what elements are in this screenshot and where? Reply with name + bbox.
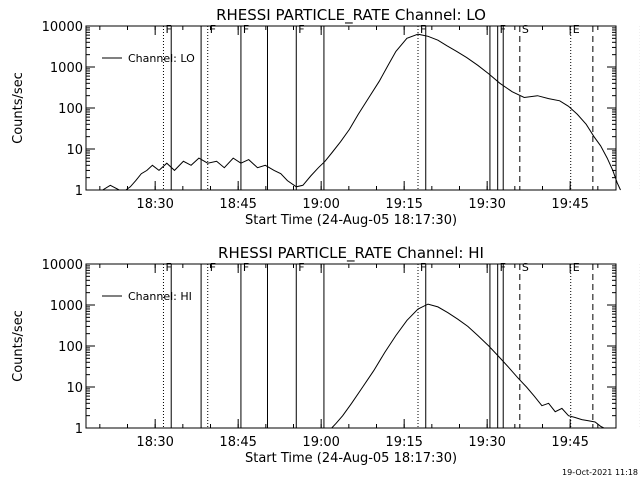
time-marker-flag: S bbox=[522, 23, 529, 36]
plot-frame bbox=[85, 25, 617, 191]
y-tick-label: 1 bbox=[75, 422, 83, 437]
time-marker-flag: F bbox=[298, 261, 304, 274]
y-tick-label: 100 bbox=[58, 102, 83, 117]
chart-title: RHESSI PARTICLE_RATE Channel: LO bbox=[216, 6, 486, 25]
x-tick-label: 19:30 bbox=[468, 197, 505, 212]
x-tick-label: 19:00 bbox=[302, 435, 339, 450]
x-tick-label: 18:30 bbox=[136, 435, 173, 450]
time-marker-flag: F bbox=[210, 23, 216, 36]
x-tick-label: 19:45 bbox=[551, 435, 588, 450]
x-tick-label: 19:00 bbox=[302, 197, 339, 212]
x-tick-label: 18:45 bbox=[219, 197, 256, 212]
legend-label: Channel: LO bbox=[128, 52, 195, 65]
legend-label: Channel: HI bbox=[128, 290, 192, 303]
chart-panel-2: RHESSI PARTICLE_RATE Channel: HI Counts/s… bbox=[11, 244, 640, 466]
y-tick-label: 10000 bbox=[42, 20, 83, 35]
y-tick-label: 10000 bbox=[42, 258, 83, 273]
time-marker-flag: E bbox=[573, 261, 580, 274]
x-tick-label: 19:30 bbox=[468, 435, 505, 450]
chart-panel-1: RHESSI PARTICLE_RATE Channel: LO Counts/s… bbox=[11, 6, 640, 228]
x-axis-label: Start Time (24-Aug-05 18:17:30) bbox=[245, 213, 457, 228]
x-tick-label: 18:30 bbox=[136, 197, 173, 212]
x-tick-label: 18:45 bbox=[219, 435, 256, 450]
time-marker-flag: F bbox=[420, 261, 426, 274]
footer-timestamp: 19-Oct-2021 11:18 bbox=[562, 468, 638, 477]
time-marker-flag: F bbox=[210, 261, 216, 274]
x-axis-label: Start Time (24-Aug-05 18:17:30) bbox=[245, 451, 457, 466]
time-marker-flag: F bbox=[243, 23, 249, 36]
x-tick-label: 19:15 bbox=[385, 435, 422, 450]
time-marker-flag: E bbox=[573, 23, 580, 36]
y-tick-label: 100 bbox=[58, 340, 83, 355]
y-tick-label: 10 bbox=[66, 381, 83, 396]
y-tick-label: 1000 bbox=[50, 61, 83, 76]
series-line-1 bbox=[331, 303, 605, 429]
series-line-1 bbox=[86, 33, 621, 191]
chart-title: RHESSI PARTICLE_RATE Channel: HI bbox=[218, 244, 484, 263]
y-tick-label: 1000 bbox=[50, 299, 83, 314]
time-marker-flag: F bbox=[165, 261, 171, 274]
time-marker-flag: F bbox=[298, 23, 304, 36]
time-marker-flag: F bbox=[420, 23, 426, 36]
y-tick-label: 10 bbox=[66, 143, 83, 158]
time-marker-flag: F bbox=[243, 261, 249, 274]
x-tick-label: 19:45 bbox=[551, 197, 588, 212]
y-axis-label: Counts/sec bbox=[11, 72, 26, 144]
y-tick-label: 1 bbox=[75, 184, 83, 199]
time-marker-flag: S bbox=[522, 261, 529, 274]
time-marker-flag: F bbox=[165, 23, 171, 36]
y-axis-label: Counts/sec bbox=[11, 310, 26, 382]
x-tick-label: 19:15 bbox=[385, 197, 422, 212]
